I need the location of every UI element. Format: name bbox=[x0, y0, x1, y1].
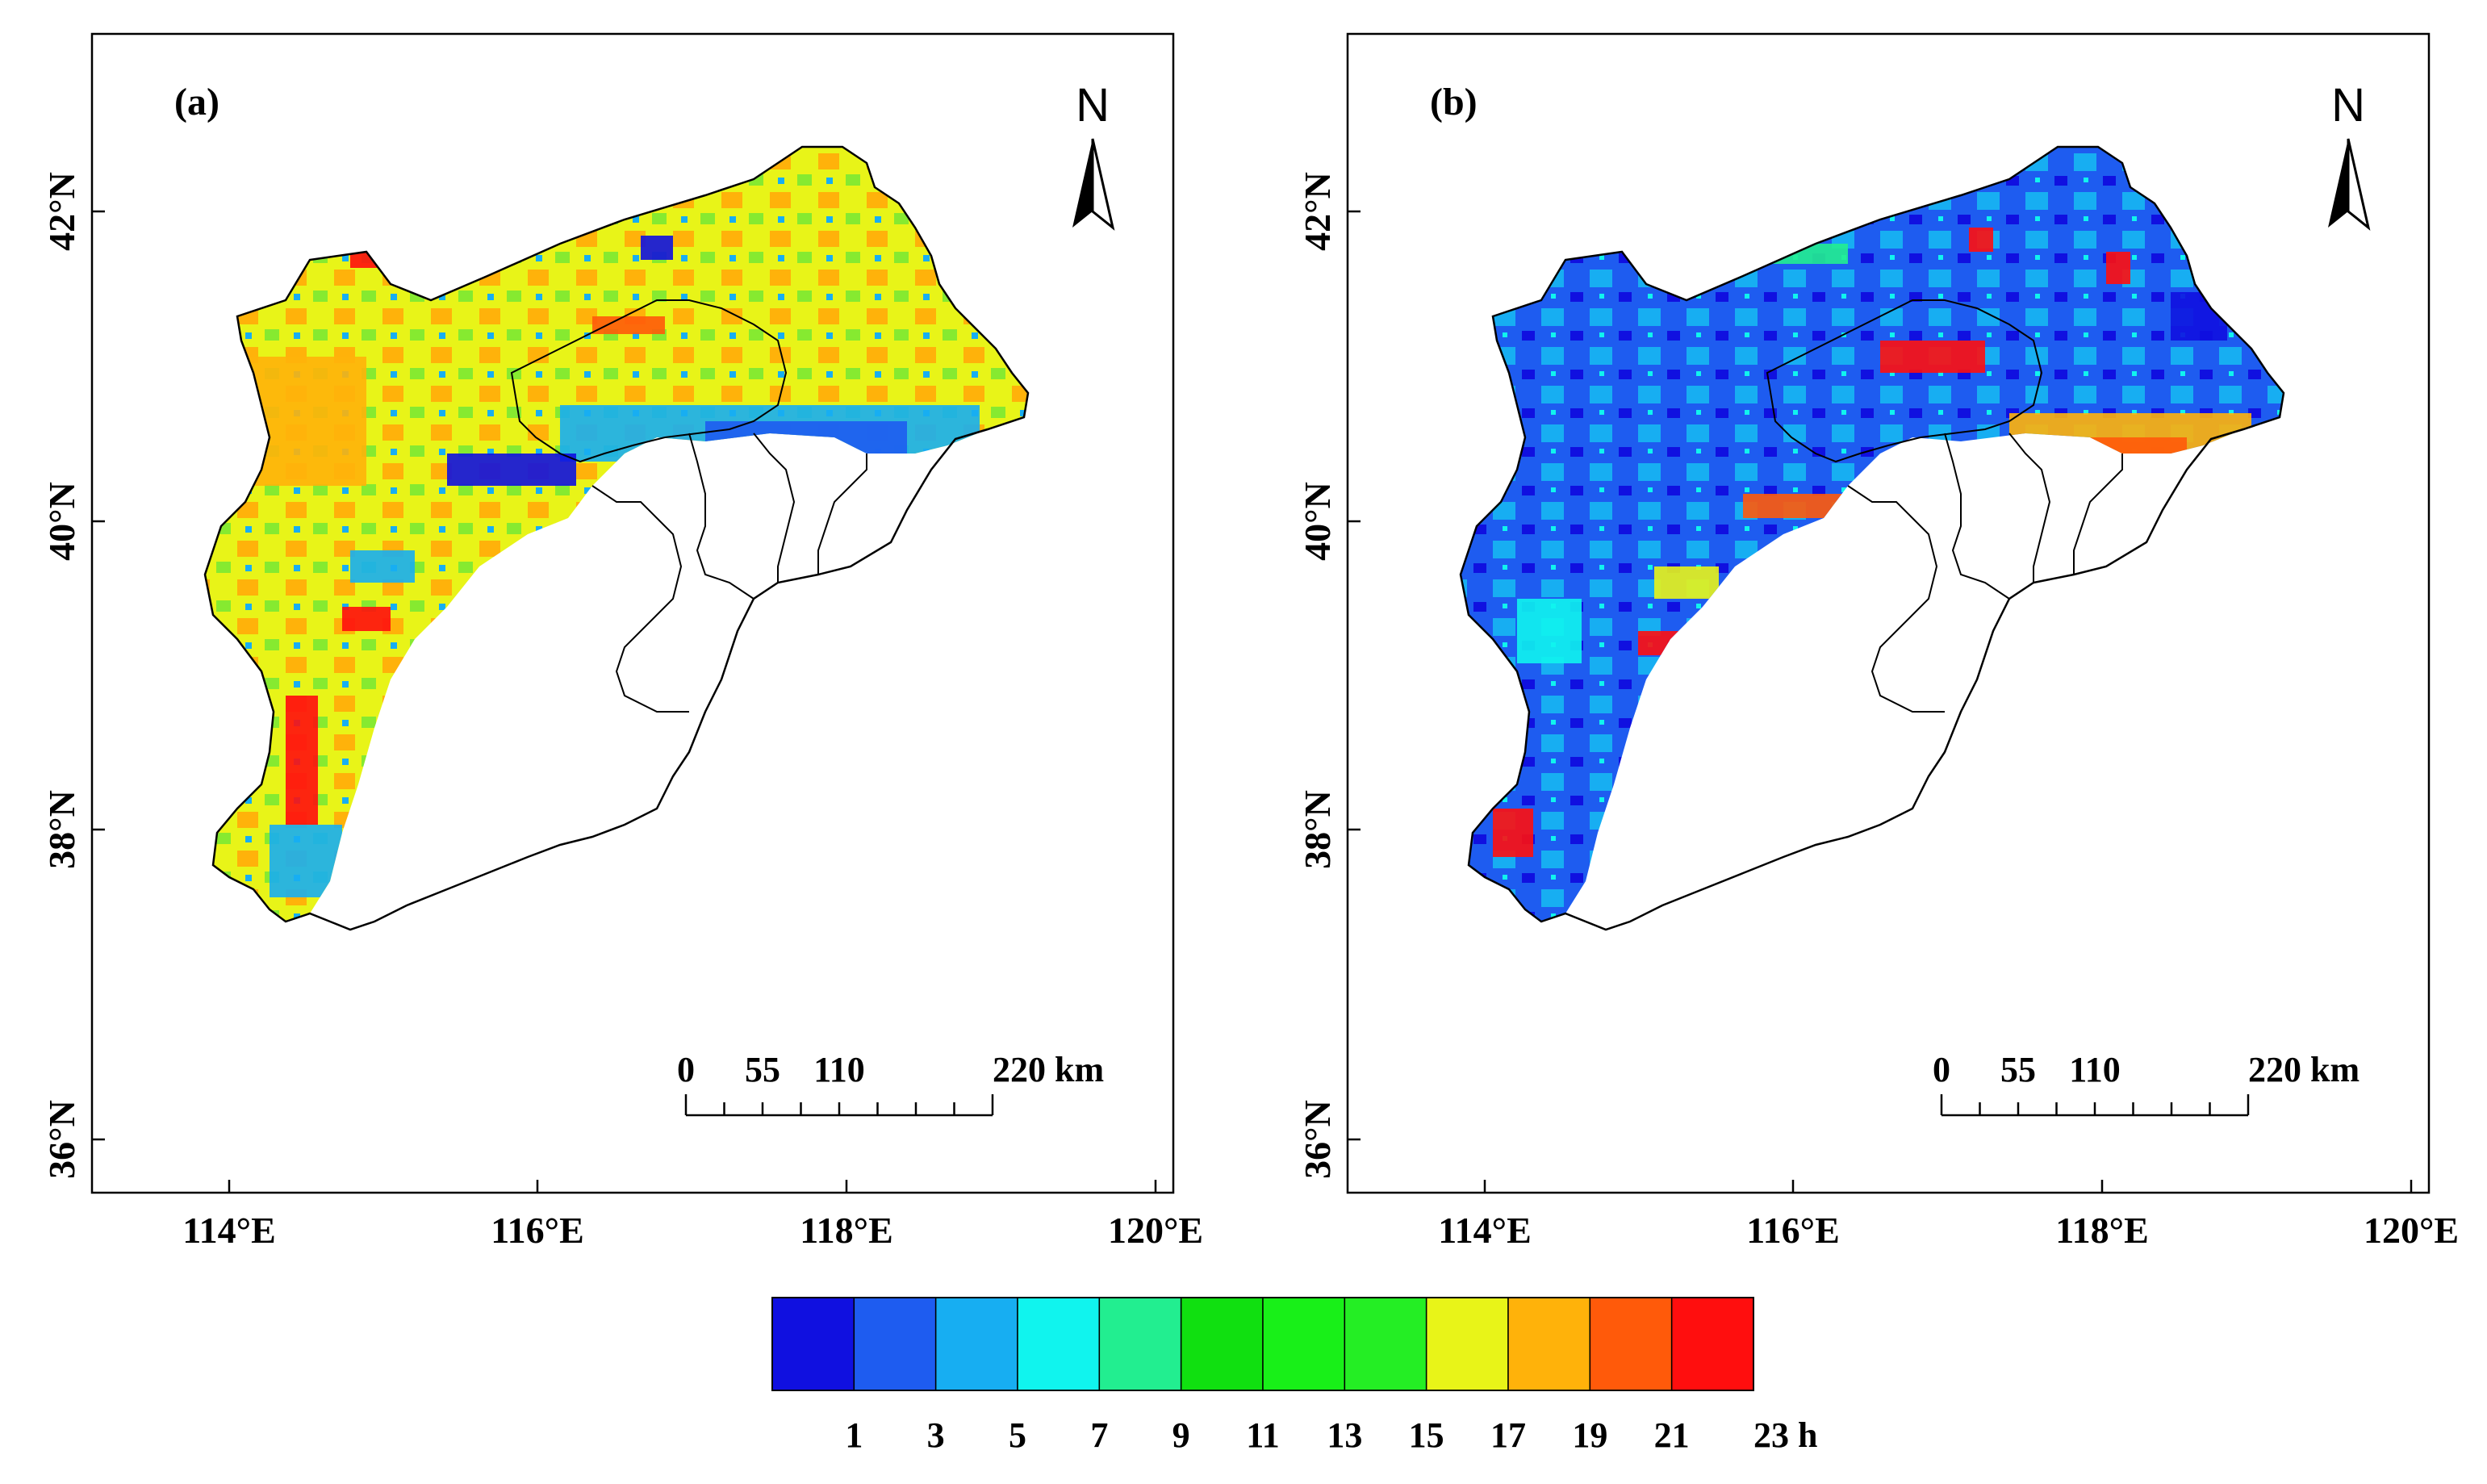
x-tick-label: 116°E bbox=[1746, 1210, 1840, 1251]
data-patch-7 bbox=[1517, 599, 1582, 663]
colorbar-frame bbox=[771, 1297, 1754, 1391]
north-label: N bbox=[1076, 79, 1110, 132]
data-patch-10 bbox=[641, 236, 673, 260]
data-patch-8 bbox=[1969, 228, 1993, 252]
scale-label: 0 bbox=[1933, 1050, 1950, 1089]
colorbar-tick-label: 21 bbox=[1654, 1415, 1690, 1455]
colorbar-tick-label: 1 bbox=[845, 1415, 863, 1455]
colorbar-tick-label: 13 bbox=[1327, 1415, 1362, 1455]
colorbar-tick-label: 11 bbox=[1246, 1415, 1280, 1455]
y-tick-label: 40°N bbox=[1297, 482, 1338, 561]
scale-label: 110 bbox=[813, 1050, 865, 1089]
map-panel-a: (a) N 114°E 116°E 118°E 120°E 42°N 40°N 38°N 36°N… bbox=[41, 32, 1203, 1251]
x-tick-label: 118°E bbox=[2055, 1210, 2149, 1251]
y-tick-label: 38°N bbox=[41, 790, 82, 869]
colorbar-cell bbox=[1017, 1297, 1101, 1391]
x-tick-label: 120°E bbox=[2364, 1210, 2459, 1251]
y-tick-label: 36°N bbox=[41, 1100, 82, 1179]
data-patch-2 bbox=[1880, 341, 1985, 373]
colorbar-cell bbox=[1344, 1297, 1427, 1391]
colorbar-tick-label: 5 bbox=[1009, 1415, 1026, 1455]
colorbar-tick-label: 19 bbox=[1572, 1415, 1607, 1455]
scale-label: 220 km bbox=[993, 1050, 1104, 1089]
colorbar-cell bbox=[1425, 1297, 1509, 1391]
panel-label: (a) bbox=[174, 81, 219, 123]
colorbar-tick-label: 15 bbox=[1409, 1415, 1444, 1455]
data-patch-2 bbox=[447, 454, 576, 486]
x-tick-label: 114°E bbox=[182, 1210, 276, 1251]
data-patch-5 bbox=[286, 696, 318, 825]
data-patch-6 bbox=[1493, 809, 1533, 857]
panel-label: (b) bbox=[1430, 81, 1478, 123]
colorbar-cell bbox=[934, 1297, 1018, 1391]
north-label: N bbox=[2331, 79, 2365, 132]
data-patch-9 bbox=[2106, 252, 2130, 284]
colorbar-tick-label: 23 h bbox=[1753, 1415, 1817, 1455]
colorbar-cell bbox=[1507, 1297, 1591, 1391]
y-tick-label: 42°N bbox=[1297, 172, 1338, 251]
north-arrow-icon: N bbox=[2328, 79, 2370, 229]
colorbar-tick-label: 3 bbox=[927, 1415, 945, 1455]
scale-label: 220 km bbox=[2248, 1050, 2360, 1089]
data-patch-8 bbox=[350, 550, 415, 583]
scale-bar: 0 55 110 220 km bbox=[677, 1050, 1104, 1117]
x-tick-label: 120°E bbox=[1108, 1210, 1203, 1251]
data-patch-9 bbox=[342, 607, 391, 631]
scale-label: 55 bbox=[745, 1050, 780, 1089]
colorbar-cell bbox=[1262, 1297, 1346, 1391]
y-tick-label: 42°N bbox=[41, 172, 82, 251]
y-tick-label: 40°N bbox=[41, 482, 82, 561]
colorbar-tick-label: 17 bbox=[1490, 1415, 1526, 1455]
scale-label: 0 bbox=[677, 1050, 695, 1089]
y-tick-label: 36°N bbox=[1297, 1100, 1338, 1179]
colorbar-tick-label: 9 bbox=[1172, 1415, 1190, 1455]
map-panel-b: (b) N 114°E 116°E 118°E 120°E 42°N 40°N 38°N 36°N… bbox=[1297, 32, 2459, 1251]
scale-label: 55 bbox=[2000, 1050, 2036, 1089]
colorbar: 1 3 5 7 9 11 13 15 17 19 21 23 h bbox=[771, 1297, 1817, 1455]
colorbar-cell bbox=[1670, 1297, 1754, 1391]
colorbar-cell bbox=[1098, 1297, 1182, 1391]
colorbar-cell bbox=[1180, 1297, 1264, 1391]
colorbar-tick-label: 7 bbox=[1090, 1415, 1108, 1455]
x-tick-label: 116°E bbox=[491, 1210, 584, 1251]
north-arrow-icon: N bbox=[1072, 79, 1114, 229]
y-tick-label: 38°N bbox=[1297, 790, 1338, 869]
scale-bar: 0 55 110 220 km bbox=[1933, 1050, 2360, 1117]
colorbar-cell bbox=[1589, 1297, 1673, 1391]
data-patch-4 bbox=[592, 316, 665, 334]
data-patch-5 bbox=[1654, 566, 1719, 599]
x-tick-label: 114°E bbox=[1438, 1210, 1532, 1251]
scale-label: 110 bbox=[2069, 1050, 2121, 1089]
colorbar-cell bbox=[853, 1297, 937, 1391]
x-tick-label: 118°E bbox=[800, 1210, 893, 1251]
colorbar-cell bbox=[771, 1297, 855, 1391]
